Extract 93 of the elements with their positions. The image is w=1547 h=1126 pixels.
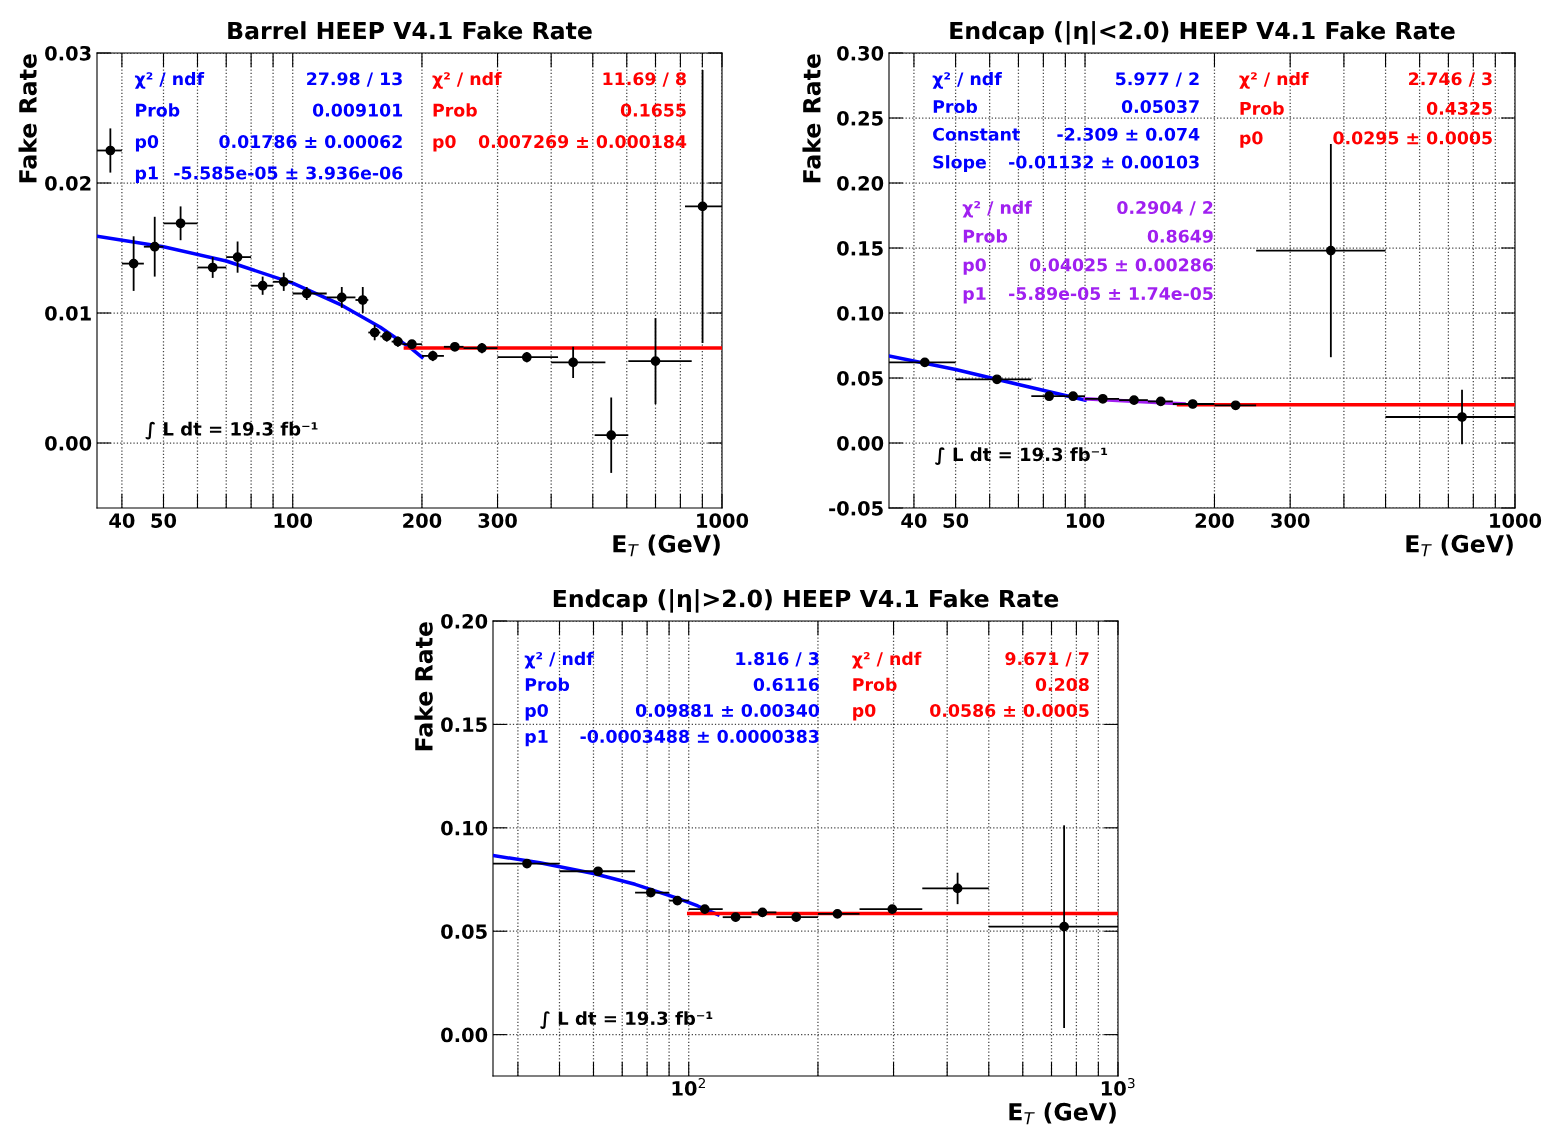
y-tick-label: 0.02 <box>45 175 91 191</box>
x-tick-label: 1000 <box>697 513 749 528</box>
annotation: p0 <box>525 703 548 721</box>
annotation: Prob <box>963 229 1008 243</box>
annotation: 2.746 / 3 <box>1409 72 1492 87</box>
annotation: p0 <box>853 703 876 721</box>
annotation: Constant <box>933 127 1020 141</box>
annotation: χ² / ndf <box>134 71 205 89</box>
annotation: -0.01132 ± 0.00103 <box>1009 155 1199 169</box>
annotation: ∫ L dt = 19.3 fb⁻¹ <box>145 421 318 440</box>
y-tick-label: 0.25 <box>837 110 883 126</box>
y-tick-label: 0.10 <box>441 820 488 836</box>
annotation: 0.05037 <box>1121 99 1199 114</box>
annotation: 0.8649 <box>1147 229 1213 243</box>
annotation: χ² / ndf <box>432 71 502 89</box>
annotation: χ² / ndf <box>852 651 922 669</box>
annotation: 11.69 / 8 <box>603 72 686 87</box>
y-tick-label: 0.10 <box>837 305 884 321</box>
chart-title: Endcap (|η|>2.0) HEEP V4.1 Fake Rate <box>553 589 1059 613</box>
annotation: p1 <box>963 287 986 304</box>
x-tick-label: 100 <box>1066 513 1105 528</box>
annotation: -2.309 ± 0.074 <box>1057 127 1200 141</box>
annotation: -5.89e-05 ± 1.74e-05 <box>1009 286 1213 301</box>
y-tick-label: 0.20 <box>837 175 884 191</box>
x-tick-label: 10$^{3}$ <box>1101 1077 1135 1096</box>
annotation: p0 <box>963 258 986 275</box>
annotation: 5.977 / 2 <box>1116 72 1199 87</box>
x-tick-label: 40 <box>109 513 135 528</box>
annotation: 0.009101 <box>312 103 403 117</box>
y-axis-title: Fake Rate <box>18 54 37 183</box>
annotation: Prob <box>136 103 180 117</box>
chart-title: Endcap (|η|<2.0) HEEP V4.1 Fake Rate <box>950 21 1455 45</box>
y-tick-label: 0.00 <box>45 435 92 451</box>
y-tick-label: 0.30 <box>837 45 884 61</box>
annotation: 0.208 <box>1035 677 1089 692</box>
x-tick-label: 50 <box>151 513 177 528</box>
annotation: 0.6116 <box>753 677 819 692</box>
y-tick-label: 0.00 <box>837 435 884 451</box>
annotation: 0.09881 ± 0.00340 <box>635 703 820 718</box>
annotation: Prob <box>433 103 477 117</box>
y-tick-label: 0.00 <box>441 1027 488 1043</box>
annotation: ∫ L dt = 19.3 fb⁻¹ <box>934 447 1108 466</box>
annotation: 0.2904 / 2 <box>1117 200 1213 216</box>
x-tick-label: 10$^{2}$ <box>672 1077 705 1096</box>
annotation: χ² / ndf <box>962 200 1032 218</box>
x-tick-label: 100 <box>274 513 313 528</box>
x-tick-label: 300 <box>1271 513 1310 528</box>
annotation: -0.0003488 ± 0.0000383 <box>580 729 819 743</box>
annotation: χ² / ndf <box>932 71 1002 89</box>
annotation: p1 <box>525 730 548 747</box>
y-tick-label: 0.03 <box>45 45 91 61</box>
annotation: 0.007269 ± 0.000184 <box>478 135 687 149</box>
annotation: p0 <box>433 135 456 152</box>
annotation: Prob <box>933 99 978 114</box>
x-tick-label: 50 <box>943 513 969 528</box>
annotation: 9.671 / 7 <box>1005 652 1089 667</box>
y-axis-title: Fake Rate <box>802 54 821 183</box>
annotation: -5.585e-05 ± 3.936e-06 <box>174 166 403 180</box>
y-tick-label: 0.15 <box>441 717 487 733</box>
annotation: 0.01786 ± 0.00062 <box>219 135 402 149</box>
annotation: 0.04025 ± 0.00286 <box>1029 258 1213 272</box>
annotation: p1 <box>135 166 158 183</box>
x-axis-title: E$_{T}$ (GeV) <box>1406 534 1513 557</box>
annotation: ∫ L dt = 19.3 fb⁻¹ <box>540 1011 713 1029</box>
y-tick-label: 0.05 <box>837 370 883 386</box>
x-tick-label: 200 <box>403 513 442 528</box>
annotation: p0 <box>1240 131 1263 148</box>
annotation: 1.816 / 3 <box>736 652 819 667</box>
x-tick-label: 300 <box>478 513 517 528</box>
annotation: 0.4325 <box>1426 101 1492 115</box>
x-tick-label: 40 <box>901 513 927 528</box>
x-tick-label: 200 <box>1195 513 1234 528</box>
y-tick-label: -0.05 <box>829 500 883 516</box>
annotation: χ² / ndf <box>1239 71 1309 89</box>
y-tick-label: 0.20 <box>441 613 488 629</box>
annotation: Prob <box>853 677 897 692</box>
y-tick-label: 0.15 <box>837 240 883 256</box>
y-tick-label: 0.01 <box>45 305 91 321</box>
chart-title: Barrel HEEP V4.1 Fake Rate <box>228 21 592 40</box>
y-axis-title: Fake Rate <box>414 622 433 751</box>
annotation: χ² / ndf <box>524 651 594 669</box>
annotation: Prob <box>525 677 570 692</box>
x-tick-label: 1000 <box>1490 513 1542 528</box>
x-axis-title: E$_{T}$ (GeV) <box>1009 1102 1116 1125</box>
annotation: Slope <box>933 155 986 172</box>
annotation: 27.98 / 13 <box>307 72 402 87</box>
annotation: 0.1655 <box>620 103 686 117</box>
annotation: Prob <box>1240 101 1284 115</box>
annotation: 0.0295 ± 0.0005 <box>1333 131 1492 145</box>
y-tick-label: 0.05 <box>441 924 487 939</box>
annotation: 0.0586 ± 0.0005 <box>930 703 1089 718</box>
annotation: p0 <box>135 135 159 152</box>
x-axis-title: E$_{T}$ (GeV) <box>613 534 720 557</box>
